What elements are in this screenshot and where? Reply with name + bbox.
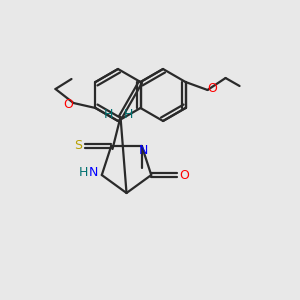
Text: O: O xyxy=(179,169,189,182)
Text: H: H xyxy=(104,107,113,121)
Text: S: S xyxy=(74,140,82,152)
Text: O: O xyxy=(64,98,74,112)
Text: H: H xyxy=(79,166,88,178)
Text: N: N xyxy=(139,145,148,158)
Text: O: O xyxy=(208,82,218,94)
Text: N: N xyxy=(89,166,98,178)
Text: H: H xyxy=(124,107,133,121)
